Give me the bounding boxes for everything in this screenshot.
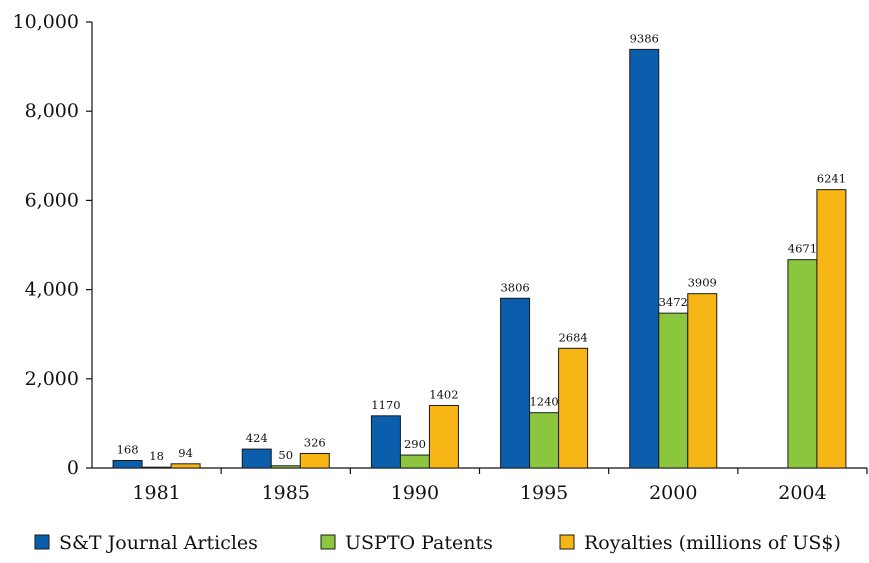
bars <box>112 48 847 469</box>
legend-swatch <box>320 534 336 550</box>
x-tick-label: 2004 <box>778 482 826 504</box>
x-tick-label: 1985 <box>262 482 310 504</box>
bar-royalties-millions-of-us-2000 <box>687 293 718 469</box>
bar-royalties-millions-of-us-1981 <box>170 463 201 469</box>
data-labels: 168 18 94 424 50 326 1170 290 1402 3806 1240 2684 93… <box>117 31 846 463</box>
y-tick-label: 4,000 <box>25 279 79 301</box>
x-tick-label: 2000 <box>649 482 697 504</box>
bar-uspto-patents-1981 <box>141 466 172 469</box>
bar-uspto-patents-2000 <box>658 312 689 469</box>
data-label: 168 <box>117 443 139 457</box>
y-tick-label: 10,000 <box>13 11 79 33</box>
x-tick-label: 1981 <box>132 482 180 504</box>
data-label: 94 <box>178 446 193 460</box>
legend-label: Royalties (millions of US$) <box>584 532 841 554</box>
legend-label: S&T Journal Articles <box>59 532 258 554</box>
data-label: 3472 <box>659 295 688 309</box>
data-label: 3806 <box>500 280 529 294</box>
bar-s-t-journal-articles-2000 <box>629 48 660 469</box>
y-axis: 0 2,000 4,000 6,000 8,000 10,000 <box>13 11 93 479</box>
bar-royalties-millions-of-us-1990 <box>428 404 459 469</box>
data-label: 424 <box>246 431 268 445</box>
bar-s-t-journal-articles-1985 <box>241 448 272 469</box>
data-label: 290 <box>404 437 426 451</box>
data-label: 50 <box>278 448 293 462</box>
data-label: 2684 <box>558 330 587 344</box>
bar-royalties-millions-of-us-2004 <box>816 189 847 469</box>
x-tick-label: 1990 <box>391 482 439 504</box>
data-label: 1402 <box>429 387 458 401</box>
data-label: 1240 <box>529 395 558 409</box>
bar-s-t-journal-articles-1990 <box>370 415 401 469</box>
data-label: 326 <box>304 435 326 449</box>
x-axis: 1981 1985 1990 1995 2000 2004 <box>92 467 868 504</box>
bar-s-t-journal-articles-1981 <box>112 460 143 469</box>
bar-uspto-patents-1990 <box>399 454 430 469</box>
legend-swatch <box>34 534 50 550</box>
bar-uspto-patents-1995 <box>529 412 560 469</box>
data-label: 18 <box>149 449 164 463</box>
x-tick-label: 1995 <box>520 482 568 504</box>
data-label: 4671 <box>788 242 817 256</box>
bar-uspto-patents-2004 <box>787 259 818 469</box>
data-label: 3909 <box>688 276 717 290</box>
data-label: 9386 <box>630 31 659 45</box>
bar-royalties-millions-of-us-1995 <box>558 347 589 469</box>
y-tick-label: 8,000 <box>25 100 79 122</box>
y-tick-label: 2,000 <box>25 368 79 390</box>
y-tick-label: 6,000 <box>25 189 79 211</box>
data-label: 1170 <box>371 398 400 412</box>
bar-s-t-journal-articles-1995 <box>500 297 531 469</box>
bar-royalties-millions-of-us-1985 <box>299 452 330 469</box>
legend-label: USPTO Patents <box>345 532 493 554</box>
legend: S&T Journal Articles USPTO Patents Royalti… <box>34 532 841 554</box>
data-label: 6241 <box>817 172 846 186</box>
y-tick-label: 0 <box>67 457 79 479</box>
legend-swatch <box>559 534 575 550</box>
bar-uspto-patents-1985 <box>270 465 301 469</box>
